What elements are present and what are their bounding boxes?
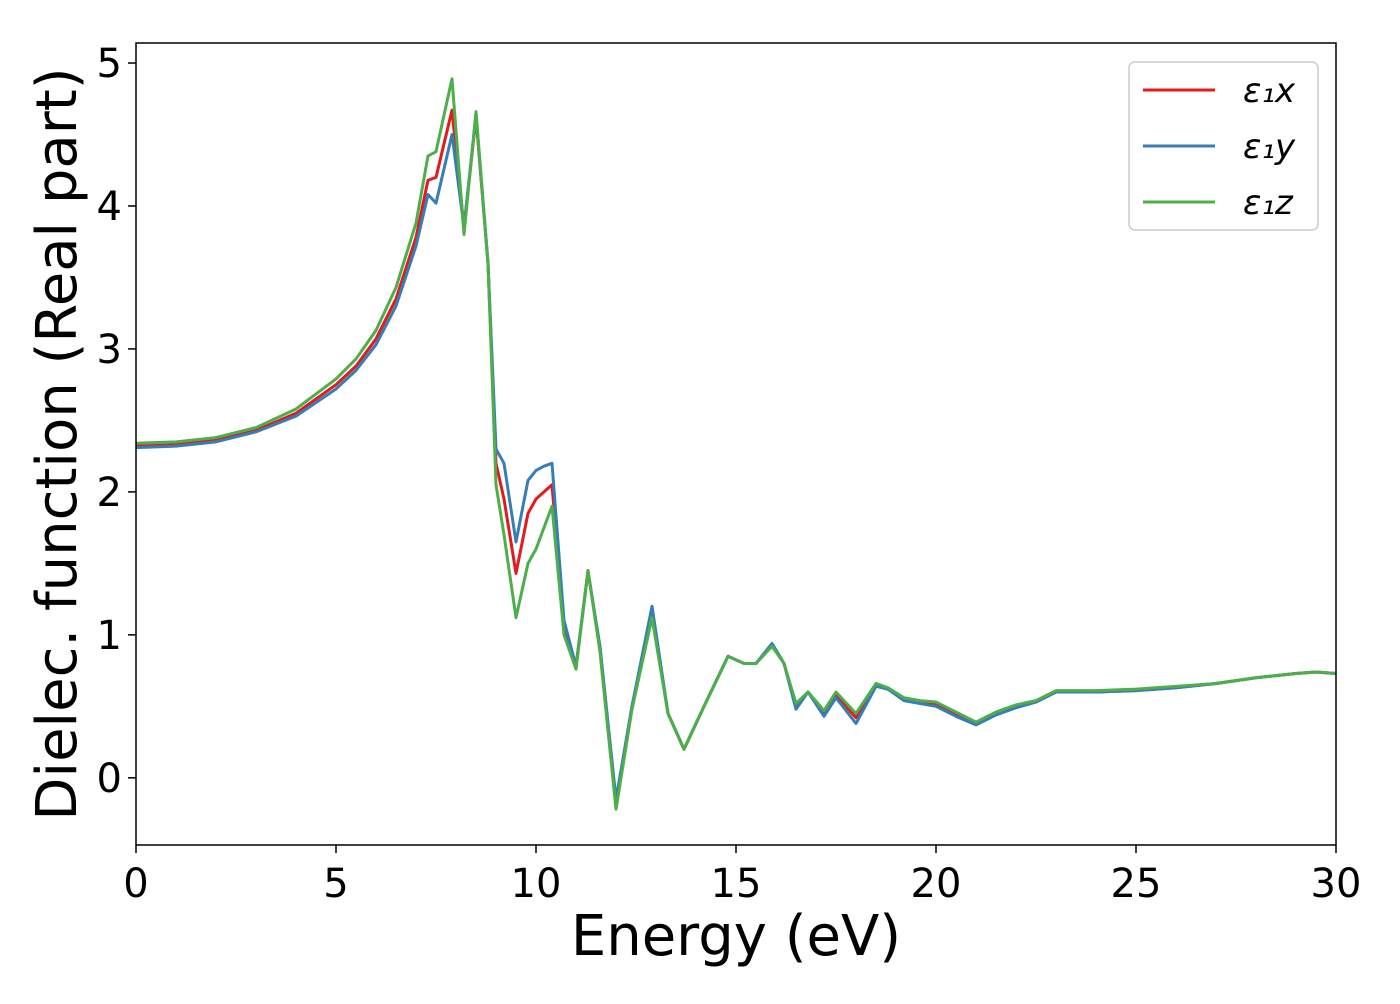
y-tick-label: 3 bbox=[97, 327, 122, 373]
y-tick-label: 2 bbox=[97, 470, 122, 516]
x-tick-label: 0 bbox=[123, 861, 148, 907]
legend-label: ε₁x bbox=[1243, 71, 1296, 111]
y-axis-label: Dielec. function (Real part) bbox=[25, 67, 90, 820]
data-line bbox=[135, 77, 1337, 811]
x-tick-label: 10 bbox=[511, 861, 562, 907]
legend-box bbox=[1128, 61, 1319, 231]
x-tick-label: 30 bbox=[1311, 861, 1362, 907]
legend-label: ε₁z bbox=[1243, 183, 1294, 223]
y-tick-label: 4 bbox=[97, 184, 122, 230]
y-tick-label: 5 bbox=[97, 41, 122, 87]
x-tick-label: 5 bbox=[323, 861, 348, 907]
x-tick-label: 25 bbox=[1111, 861, 1162, 907]
x-tick-label: 15 bbox=[711, 861, 762, 907]
plot-frame bbox=[135, 42, 1337, 846]
y-tick-label: 1 bbox=[97, 613, 122, 659]
y-tick-label: 0 bbox=[97, 756, 122, 802]
x-axis-label: Energy (eV) bbox=[571, 904, 901, 969]
legend-label: ε₁y bbox=[1243, 127, 1296, 167]
x-tick-label: 20 bbox=[911, 861, 962, 907]
